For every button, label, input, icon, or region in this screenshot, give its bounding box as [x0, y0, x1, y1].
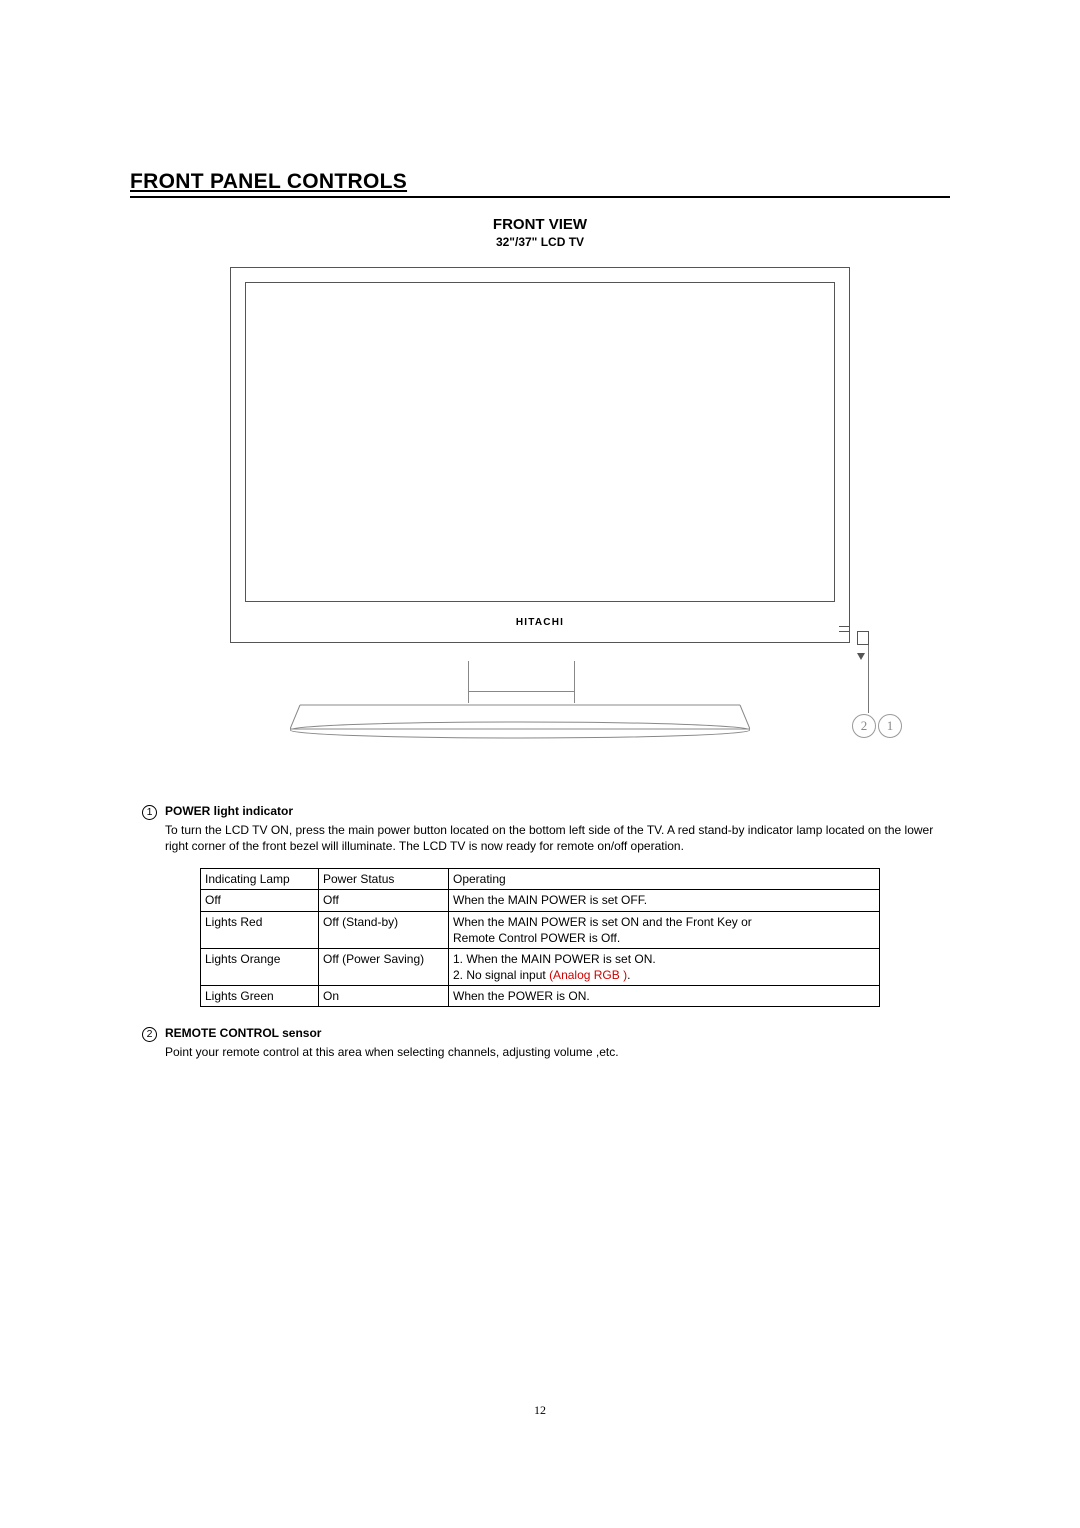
cell-status: On — [319, 986, 449, 1007]
tv-bezel: HITACHI — [230, 267, 850, 643]
th-status: Power Status — [319, 869, 449, 890]
cell-op: When the POWER is ON. — [449, 986, 880, 1007]
callout-1: 1 — [878, 714, 902, 738]
tv-stand: 2 1 — [230, 643, 850, 753]
cell-op: When the MAIN POWER is set ON and the Fr… — [449, 911, 880, 948]
cell-lamp: Lights Red — [201, 911, 319, 948]
item-2-body: Point your remote control at this area w… — [165, 1044, 950, 1060]
sensor-box-icon — [857, 631, 869, 645]
item-1-body: To turn the LCD TV ON, press the main po… — [165, 822, 950, 854]
tv-front-figure: HITACHI — [230, 267, 850, 753]
analog-rgb-text: (Analog RGB ) — [549, 968, 627, 982]
item-2: 2 REMOTE CONTROL sensor Point your remot… — [130, 1025, 950, 1060]
cell-status: Off (Stand-by) — [319, 911, 449, 948]
item-1: 1 POWER light indicator To turn the LCD … — [130, 803, 950, 854]
callout-2: 2 — [852, 714, 876, 738]
table-header-row: Indicating Lamp Power Status Operating — [201, 869, 880, 890]
tv-screen — [245, 282, 835, 602]
section-title: FRONT PANEL CONTROLS — [130, 170, 950, 198]
tv-base-icon — [290, 703, 750, 747]
item-1-number: 1 — [142, 805, 157, 820]
cell-op: When the MAIN POWER is set OFF. — [449, 890, 880, 911]
cell-lamp: Off — [201, 890, 319, 911]
table-row: Lights Red Off (Stand-by) When the MAIN … — [201, 911, 880, 948]
table-row: Lights Orange Off (Power Saving) 1. When… — [201, 948, 880, 985]
table-row: Off Off When the MAIN POWER is set OFF. — [201, 890, 880, 911]
cell-op: 1. When the MAIN POWER is set ON. 2. No … — [449, 948, 880, 985]
item-2-number: 2 — [142, 1027, 157, 1042]
table-row: Lights Green On When the POWER is ON. — [201, 986, 880, 1007]
figure-title: FRONT VIEW — [130, 216, 950, 233]
cell-status: Off (Power Saving) — [319, 948, 449, 985]
status-table: Indicating Lamp Power Status Operating O… — [200, 868, 880, 1007]
item-2-title: REMOTE CONTROL sensor — [165, 1025, 321, 1041]
tv-brand-label: HITACHI — [516, 617, 564, 628]
figure-subtitle: 32"/37" LCD TV — [130, 235, 950, 249]
item-1-title: POWER light indicator — [165, 803, 293, 819]
side-marks-icon — [839, 622, 853, 640]
cell-status: Off — [319, 890, 449, 911]
th-lamp: Indicating Lamp — [201, 869, 319, 890]
th-operating: Operating — [449, 869, 880, 890]
cell-lamp: Lights Green — [201, 986, 319, 1007]
page-number: 12 — [0, 1403, 1080, 1418]
cell-lamp: Lights Orange — [201, 948, 319, 985]
